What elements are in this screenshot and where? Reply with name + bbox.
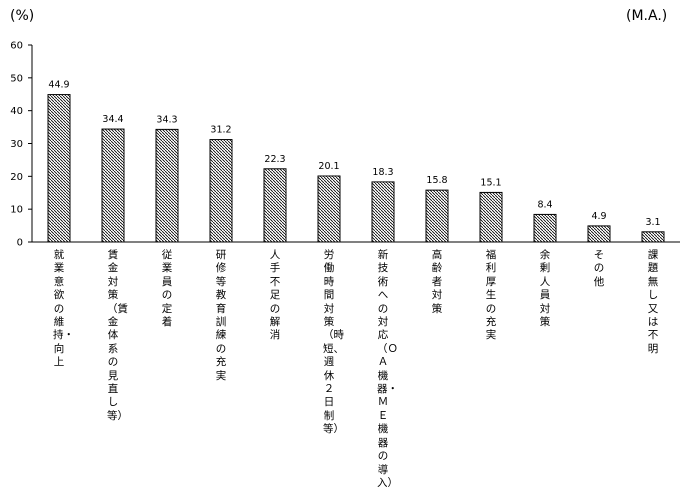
bar <box>155 128 179 243</box>
category-label: 従業員の定着 <box>161 249 173 329</box>
bar-chart: 0 10 20 30 40 50 60 44.9 34.4 34.3 31.2 22.3 20.1 18… <box>10 41 680 249</box>
category-label: 就業意欲の維持・向上 <box>53 249 74 369</box>
category-label: 高齢者対策 <box>431 249 443 315</box>
bar <box>209 139 233 243</box>
category-label: 賃金対策（賃金体系の見直し等） <box>107 249 128 422</box>
value-label: 34.4 <box>102 114 123 125</box>
value-label: 22.3 <box>264 154 285 165</box>
value-label: 15.1 <box>480 177 501 188</box>
multiple-answer-note: (M.A.) <box>626 8 668 24</box>
bar <box>101 128 125 243</box>
y-tick-label: 30 <box>10 139 23 150</box>
category-label: 研修等教育訓練の充実 <box>215 249 227 382</box>
value-label: 44.9 <box>48 80 69 91</box>
y-tick-label: 60 <box>10 41 23 52</box>
value-label: 34.3 <box>156 114 177 125</box>
y-axis-unit-label: (%) <box>10 8 35 24</box>
value-label: 31.2 <box>210 125 231 136</box>
y-tick-label: 20 <box>10 172 23 183</box>
bar <box>533 213 557 243</box>
category-label: 人手不足の解消 <box>269 249 281 342</box>
category-label: 新技術への対応（ＯＡ機器・ＭＥ機器の導入） <box>377 249 398 489</box>
category-label: その他 <box>593 249 605 288</box>
category-label: 労働時間対策（時短、週休２日制等） <box>323 249 344 436</box>
category-label: 課題無し又は不明 <box>647 249 659 355</box>
bar <box>587 225 611 243</box>
bar <box>425 189 449 243</box>
y-tick-label: 50 <box>10 73 23 84</box>
bar <box>371 181 395 243</box>
value-label: 4.9 <box>591 211 606 222</box>
bar <box>317 175 341 243</box>
value-label: 3.1 <box>645 217 660 228</box>
y-tick-label: 0 <box>17 238 23 249</box>
bar <box>263 168 287 243</box>
y-tick-label: 40 <box>10 106 23 117</box>
y-tick-label: 10 <box>10 205 23 216</box>
bar <box>479 191 503 243</box>
category-label: 福利厚生の充実 <box>485 249 497 342</box>
bar <box>47 94 71 243</box>
value-label: 18.3 <box>372 167 393 178</box>
value-label: 8.4 <box>537 199 552 210</box>
value-label: 15.8 <box>426 175 447 186</box>
bar <box>641 231 665 243</box>
category-label: 余剰人員対策 <box>539 249 551 329</box>
value-label: 20.1 <box>318 161 339 172</box>
